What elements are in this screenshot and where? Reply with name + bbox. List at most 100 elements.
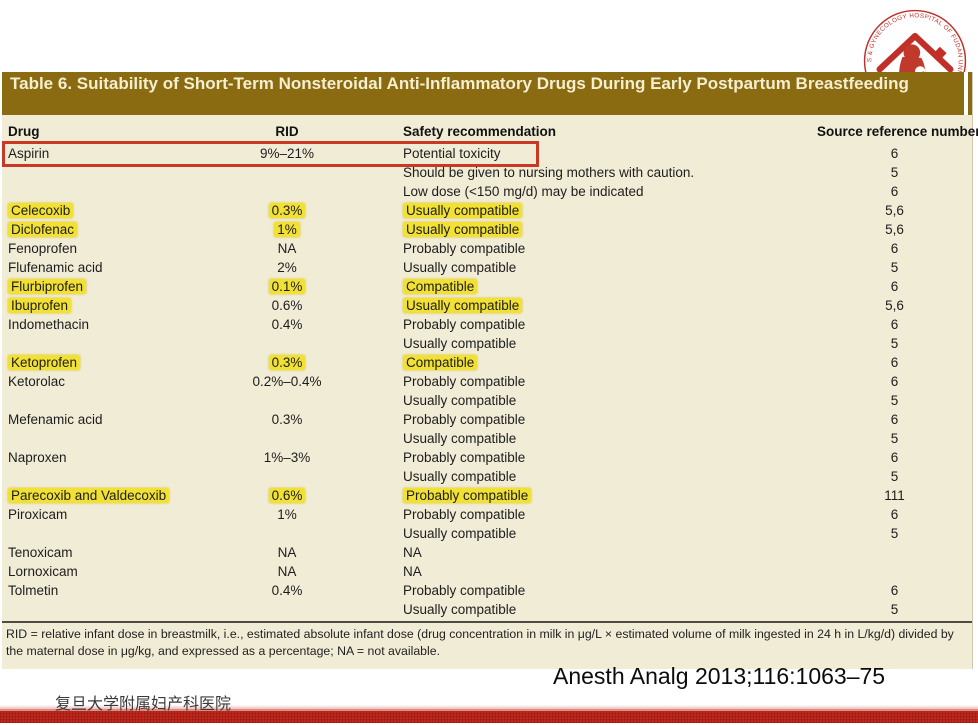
table-row: Ketoprofen 0.3% Compatible 6 bbox=[2, 353, 972, 372]
drug-name: Tenoxicam bbox=[8, 545, 73, 560]
safety-recommendation: Probably compatible bbox=[403, 507, 526, 522]
rid-value: 0.4% bbox=[271, 583, 303, 598]
citation-text: Anesth Analg 2013;116:1063–75 bbox=[553, 663, 886, 689]
safety-recommendation: NA bbox=[403, 545, 422, 560]
source-reference: 5,6 bbox=[885, 298, 904, 313]
table-title-bar: Table 6. Suitability of Short-Term Nonst… bbox=[2, 72, 972, 115]
nsaid-table: Table 6. Suitability of Short-Term Nonst… bbox=[2, 72, 978, 669]
table-row: Usually compatible 5 bbox=[2, 391, 972, 410]
safety-recommendation: Probably compatible bbox=[403, 488, 532, 503]
safety-recommendation: Usually compatible bbox=[403, 203, 523, 218]
safety-recommendation: Usually compatible bbox=[403, 298, 523, 313]
source-reference: 5,6 bbox=[885, 222, 904, 237]
table-row: Usually compatible 5 bbox=[2, 429, 972, 448]
drug-name: Mefenamic acid bbox=[8, 412, 103, 427]
table-row: Mefenamic acid 0.3% Probably compatible … bbox=[2, 410, 972, 429]
source-reference: 6 bbox=[890, 374, 899, 389]
rid-value: 0.1% bbox=[268, 279, 306, 294]
rid-value: 1%–3% bbox=[263, 450, 311, 465]
rid-value: 0.4% bbox=[271, 317, 303, 332]
rid-value: 1% bbox=[274, 222, 300, 237]
rid-value: 0.6% bbox=[271, 298, 303, 313]
table-row: Parecoxib and Valdecoxib 0.6% Probably c… bbox=[2, 486, 972, 505]
table-row: Should be given to nursing mothers with … bbox=[2, 163, 972, 182]
safety-recommendation: Probably compatible bbox=[403, 241, 526, 256]
source-reference: 6 bbox=[890, 412, 899, 427]
safety-recommendation: Usually compatible bbox=[403, 602, 517, 617]
column-header-rid: RID bbox=[275, 124, 299, 139]
rid-value: 0.2%–0.4% bbox=[252, 374, 322, 389]
table-row: Usually compatible 5 bbox=[2, 467, 972, 486]
bottom-red-bar bbox=[0, 705, 978, 723]
safety-recommendation: Potential toxicity bbox=[403, 146, 501, 161]
source-reference: 5 bbox=[890, 526, 899, 541]
table-row: Fenoprofen NA Probably compatible 6 bbox=[2, 239, 972, 258]
safety-recommendation: Compatible bbox=[403, 355, 478, 370]
source-reference: 6 bbox=[890, 279, 899, 294]
drug-name: Ibuprofen bbox=[8, 298, 72, 313]
source-reference: 6 bbox=[890, 450, 899, 465]
table-row: Low dose (<150 mg/d) may be indicated 6 bbox=[2, 182, 972, 201]
affiliation-text: 复旦大学附属妇产科医院 bbox=[55, 696, 232, 713]
safety-recommendation: Usually compatible bbox=[403, 431, 517, 446]
table-row: Usually compatible 5 bbox=[2, 600, 972, 619]
source-reference: 5,6 bbox=[885, 203, 904, 218]
rid-value: NA bbox=[277, 241, 297, 256]
drug-name: Ketoprofen bbox=[8, 355, 81, 370]
rid-value: 9%–21% bbox=[259, 146, 315, 161]
table-row: Diclofenac 1% Usually compatible 5,6 bbox=[2, 220, 972, 239]
source-reference: 5 bbox=[890, 165, 899, 180]
safety-recommendation: Compatible bbox=[403, 279, 478, 294]
safety-recommendation: Probably compatible bbox=[403, 412, 526, 427]
source-reference: 6 bbox=[890, 317, 899, 332]
safety-recommendation: Usually compatible bbox=[403, 393, 517, 408]
drug-name: Flufenamic acid bbox=[8, 260, 103, 275]
safety-recommendation: Usually compatible bbox=[403, 260, 517, 275]
source-reference: 5 bbox=[890, 393, 899, 408]
table-row: Tolmetin 0.4% Probably compatible 6 bbox=[2, 581, 972, 600]
source-reference: 5 bbox=[890, 602, 899, 617]
table-title: Table 6. Suitability of Short-Term Nonst… bbox=[10, 74, 909, 93]
rid-value: 0.3% bbox=[268, 355, 306, 370]
rid-value: 1% bbox=[277, 507, 297, 522]
table-row: Tenoxicam NA NA bbox=[2, 543, 972, 562]
safety-recommendation: Usually compatible bbox=[403, 336, 517, 351]
rid-value: 2% bbox=[277, 260, 297, 275]
source-reference: 111 bbox=[884, 488, 905, 503]
table-row: Ibuprofen 0.6% Usually compatible 5,6 bbox=[2, 296, 972, 315]
table-header-row: Drug RID Safety recommendation Source re… bbox=[2, 115, 978, 144]
source-reference: 5 bbox=[890, 431, 899, 446]
drug-name: Parecoxib and Valdecoxib bbox=[8, 488, 170, 503]
rid-value: 0.6% bbox=[268, 488, 306, 503]
table-row: Naproxen 1%–3% Probably compatible 6 bbox=[2, 448, 972, 467]
table-row: Piroxicam 1% Probably compatible 6 bbox=[2, 505, 972, 524]
column-header-safety: Safety recommendation bbox=[403, 124, 557, 139]
column-header-drug: Drug bbox=[8, 124, 40, 139]
rid-value: 0.3% bbox=[268, 203, 306, 218]
safety-recommendation: Usually compatible bbox=[403, 469, 517, 484]
table-row: Celecoxib 0.3% Usually compatible 5,6 bbox=[2, 201, 972, 220]
column-header-source: Source reference number bbox=[817, 124, 978, 139]
safety-recommendation: Probably compatible bbox=[403, 450, 526, 465]
source-reference: 6 bbox=[890, 241, 899, 256]
table-body: Aspirin 9%–21% Potential toxicity 6 Shou… bbox=[2, 141, 972, 619]
table-row: Usually compatible 5 bbox=[2, 524, 972, 543]
drug-name: Ketorolac bbox=[8, 374, 66, 389]
safety-recommendation: Should be given to nursing mothers with … bbox=[403, 165, 695, 180]
drug-name: Celecoxib bbox=[8, 203, 74, 218]
drug-name: Naproxen bbox=[8, 450, 67, 465]
drug-name: Lornoxicam bbox=[8, 564, 78, 579]
source-reference: 5 bbox=[890, 336, 899, 351]
safety-recommendation: Usually compatible bbox=[403, 526, 517, 541]
drug-name: Fenoprofen bbox=[8, 241, 78, 256]
source-reference: 6 bbox=[890, 146, 899, 161]
table-row: Flufenamic acid 2% Usually compatible 5 bbox=[2, 258, 972, 277]
source-reference: 5 bbox=[890, 469, 899, 484]
safety-recommendation: Low dose (<150 mg/d) may be indicated bbox=[403, 184, 644, 199]
source-reference: 6 bbox=[890, 355, 899, 370]
table-footnote: RID = relative infant dose in breastmilk… bbox=[2, 621, 972, 669]
safety-recommendation: Probably compatible bbox=[403, 374, 526, 389]
table-row: Ketorolac 0.2%–0.4% Probably compatible … bbox=[2, 372, 972, 391]
safety-recommendation: Usually compatible bbox=[403, 222, 523, 237]
source-reference: 6 bbox=[890, 583, 899, 598]
